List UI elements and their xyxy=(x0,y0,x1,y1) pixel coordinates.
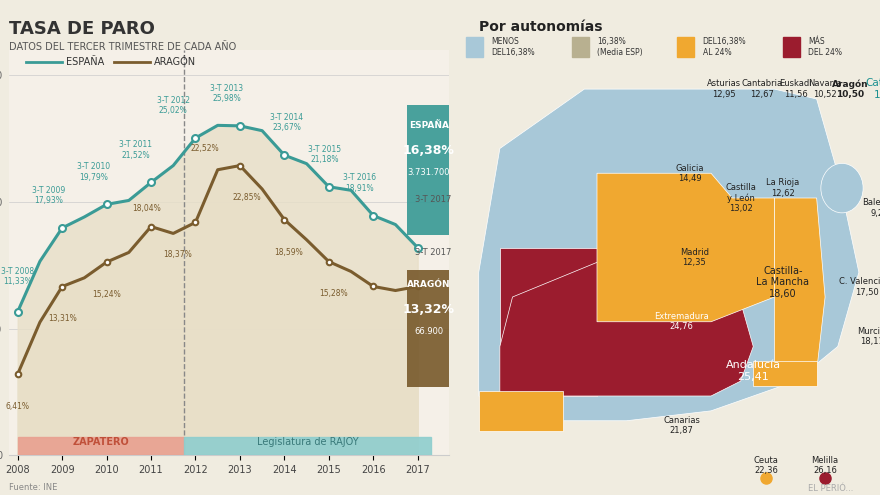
Text: Cataluña
12,54: Cataluña 12,54 xyxy=(865,78,880,100)
Text: Aragón
10,50: Aragón 10,50 xyxy=(832,79,869,99)
Text: Ceuta
22,36: Ceuta 22,36 xyxy=(753,455,779,475)
Text: 13,32%: 13,32% xyxy=(403,303,455,316)
Text: 3-T 2016
18,91%: 3-T 2016 18,91% xyxy=(343,173,377,193)
Text: 18,59%: 18,59% xyxy=(275,248,304,256)
Polygon shape xyxy=(597,173,774,322)
Text: 3-T 2013
25,98%: 3-T 2013 25,98% xyxy=(210,84,243,103)
Text: ESPAÑA: ESPAÑA xyxy=(409,121,449,130)
Text: 3-T 2009
17,93%: 3-T 2009 17,93% xyxy=(33,186,65,205)
Bar xyxy=(479,391,563,431)
Text: DEL16,38%
AL 24%: DEL16,38% AL 24% xyxy=(702,37,746,57)
Bar xyxy=(184,437,431,455)
Text: Melilla
26,16: Melilla 26,16 xyxy=(811,455,839,475)
Text: Canarias
21,87: Canarias 21,87 xyxy=(663,416,700,436)
Text: Por autonomías: Por autonomías xyxy=(479,20,602,34)
Text: C. Valenciana
17,50: C. Valenciana 17,50 xyxy=(839,277,880,297)
Text: TASA DE PARO: TASA DE PARO xyxy=(9,20,155,38)
Bar xyxy=(572,37,589,57)
Text: Legislatura de RAJOY: Legislatura de RAJOY xyxy=(257,437,358,446)
Text: Euskadi
11,56: Euskadi 11,56 xyxy=(779,79,812,99)
Text: MÁS
DEL 24%: MÁS DEL 24% xyxy=(808,37,842,57)
Polygon shape xyxy=(753,361,817,386)
Text: MENOS
DEL16,38%: MENOS DEL16,38% xyxy=(491,37,535,57)
Polygon shape xyxy=(500,248,597,396)
Text: ZAPATERO: ZAPATERO xyxy=(73,437,129,446)
Polygon shape xyxy=(774,198,825,371)
Text: Andalucía
25,41: Andalucía 25,41 xyxy=(726,360,781,382)
Text: DATOS DEL TERCER TRIMESTRE DE CADA AÑO: DATOS DEL TERCER TRIMESTRE DE CADA AÑO xyxy=(9,42,236,52)
Text: Navarra
10,52: Navarra 10,52 xyxy=(808,79,842,99)
Bar xyxy=(678,37,694,57)
Text: 3-T 2017: 3-T 2017 xyxy=(415,248,451,257)
Text: 16,38%
(Media ESP): 16,38% (Media ESP) xyxy=(597,37,642,57)
Text: 13,31%: 13,31% xyxy=(48,314,77,323)
Text: 3-T 2008
11,33%: 3-T 2008 11,33% xyxy=(1,267,34,286)
Circle shape xyxy=(821,163,863,213)
Polygon shape xyxy=(479,89,859,421)
Text: Madrid
12,35: Madrid 12,35 xyxy=(679,248,708,267)
Text: Asturias
12,95: Asturias 12,95 xyxy=(707,79,741,99)
Text: Murcia
18,11: Murcia 18,11 xyxy=(857,327,880,346)
Text: Extremadura
24,76: Extremadura 24,76 xyxy=(654,312,709,332)
Text: 3-T 2010
19,79%: 3-T 2010 19,79% xyxy=(77,162,110,182)
Text: Fuente: INE: Fuente: INE xyxy=(9,483,57,492)
Text: 3-T 2014
23,67%: 3-T 2014 23,67% xyxy=(270,113,303,132)
Text: Castilla
y León
13,02: Castilla y León 13,02 xyxy=(725,183,756,213)
Text: 66.900: 66.900 xyxy=(414,327,444,336)
Text: 18,37%: 18,37% xyxy=(164,250,192,259)
Bar xyxy=(9,437,449,468)
Text: 3-T 2017: 3-T 2017 xyxy=(415,195,451,203)
Polygon shape xyxy=(500,262,753,421)
Bar xyxy=(783,37,800,57)
Text: Cantabria
12,67: Cantabria 12,67 xyxy=(741,79,782,99)
Text: 3-T 2015
21,18%: 3-T 2015 21,18% xyxy=(308,145,341,164)
Text: ARAGÓN: ARAGÓN xyxy=(154,57,196,67)
Text: 22,85%: 22,85% xyxy=(232,194,260,202)
Text: 3.731.700: 3.731.700 xyxy=(407,168,450,177)
Bar xyxy=(18,437,184,455)
FancyBboxPatch shape xyxy=(407,105,451,235)
Text: EL PERIÓ...: EL PERIÓ... xyxy=(808,484,854,493)
Text: 15,28%: 15,28% xyxy=(319,290,348,298)
Text: 18,04%: 18,04% xyxy=(132,204,161,213)
Text: 16,38%: 16,38% xyxy=(403,145,455,157)
Text: 22,52%: 22,52% xyxy=(190,144,218,153)
Text: ESPAÑA: ESPAÑA xyxy=(66,57,104,67)
Text: ARAGÓN: ARAGÓN xyxy=(407,280,451,289)
Text: Baleares
9,25: Baleares 9,25 xyxy=(862,198,880,218)
Text: Castilla-
La Mancha
18,60: Castilla- La Mancha 18,60 xyxy=(756,265,810,299)
Text: 3-T 2012
25,02%: 3-T 2012 25,02% xyxy=(157,96,190,115)
Text: 15,24%: 15,24% xyxy=(92,290,121,299)
Bar xyxy=(466,37,483,57)
Text: Galicia
14,49: Galicia 14,49 xyxy=(676,163,704,183)
Text: 6,41%: 6,41% xyxy=(5,402,30,411)
Text: La Rioja
12,62: La Rioja 12,62 xyxy=(766,178,799,198)
FancyBboxPatch shape xyxy=(407,270,451,387)
Text: 3-T 2011
21,52%: 3-T 2011 21,52% xyxy=(119,140,152,159)
